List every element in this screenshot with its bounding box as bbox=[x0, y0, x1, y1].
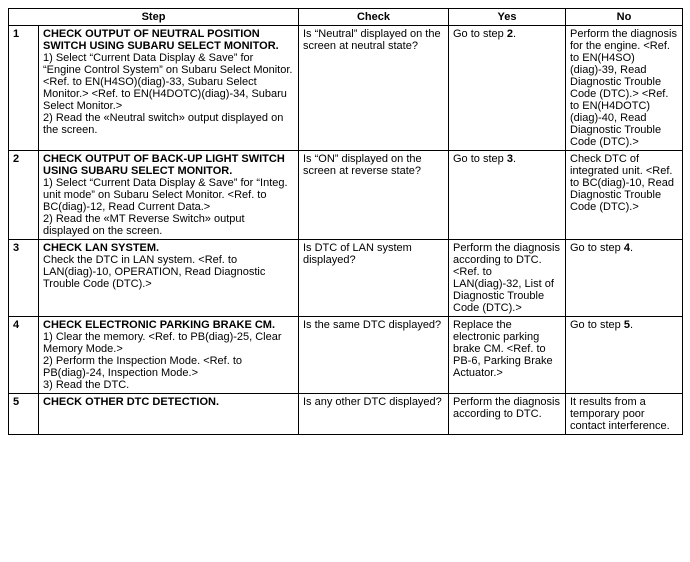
table-row: 1CHECK OUTPUT OF NEUTRAL POSITION SWITCH… bbox=[9, 26, 683, 151]
table-row: 5 CHECK OTHER DTC DETECTION. Is any other … bbox=[9, 394, 683, 435]
header-no: No bbox=[566, 9, 683, 26]
step-number: 2 bbox=[9, 151, 39, 240]
step-body: 1) Select “Current Data Display & Save” … bbox=[43, 177, 288, 237]
step-body: 1) Clear the memory. <Ref. to PB(diag)-2… bbox=[43, 331, 282, 391]
step-title: CHECK OUTPUT OF NEUTRAL POSITION SWITCH … bbox=[43, 28, 279, 52]
yes-cell: Replace the electronic parking brake CM.… bbox=[449, 317, 566, 394]
no-cell: Check DTC of integrated unit. <Ref. to B… bbox=[566, 151, 683, 240]
table-row: 3CHECK LAN SYSTEM.Check the DTC in LAN s… bbox=[9, 240, 683, 317]
diagnostic-table: Step Check Yes No 1CHECK OUTPUT OF NEUTR… bbox=[8, 8, 683, 435]
step-title: CHECK OUTPUT OF BACK-UP LIGHT SWITCH USI… bbox=[43, 153, 285, 177]
header-row: Step Check Yes No bbox=[9, 9, 683, 26]
step-title: CHECK LAN SYSTEM. bbox=[43, 242, 159, 254]
check-cell: Is the same DTC displayed? bbox=[299, 317, 449, 394]
check-cell: Is any other DTC displayed? bbox=[299, 394, 449, 435]
table-row: 2CHECK OUTPUT OF BACK-UP LIGHT SWITCH US… bbox=[9, 151, 683, 240]
step-title: CHECK ELECTRONIC PARKING BRAKE CM. bbox=[43, 319, 275, 331]
step-cell: CHECK OTHER DTC DETECTION. bbox=[39, 394, 299, 435]
step-number: 3 bbox=[9, 240, 39, 317]
step-cell: CHECK LAN SYSTEM.Check the DTC in LAN sy… bbox=[39, 240, 299, 317]
no-cell: Go to step 5. bbox=[566, 317, 683, 394]
header-check: Check bbox=[299, 9, 449, 26]
check-cell: Is DTC of LAN system displayed? bbox=[299, 240, 449, 317]
header-step: Step bbox=[9, 9, 299, 26]
step-body: Check the DTC in LAN system. <Ref. to LA… bbox=[43, 254, 265, 290]
no-cell: It results from a temporary poor contact… bbox=[566, 394, 683, 435]
check-cell: Is “ON” displayed on the screen at rever… bbox=[299, 151, 449, 240]
yes-cell: Perform the diagnosis according to DTC. bbox=[449, 394, 566, 435]
yes-cell: Perform the diagnosis according to DTC. … bbox=[449, 240, 566, 317]
no-cell: Perform the diagnosis for the engine. <R… bbox=[566, 26, 683, 151]
yes-cell: Go to step 2. bbox=[449, 26, 566, 151]
no-cell: Go to step 4. bbox=[566, 240, 683, 317]
header-yes: Yes bbox=[449, 9, 566, 26]
step-cell: CHECK ELECTRONIC PARKING BRAKE CM.1) Cle… bbox=[39, 317, 299, 394]
yes-cell: Go to step 3. bbox=[449, 151, 566, 240]
step-number: 1 bbox=[9, 26, 39, 151]
step-cell: CHECK OUTPUT OF BACK-UP LIGHT SWITCH USI… bbox=[39, 151, 299, 240]
table-row: 4CHECK ELECTRONIC PARKING BRAKE CM.1) Cl… bbox=[9, 317, 683, 394]
step-number: 4 bbox=[9, 317, 39, 394]
step-title: CHECK OTHER DTC DETECTION. bbox=[43, 396, 219, 408]
check-cell: Is “Neutral” displayed on the screen at … bbox=[299, 26, 449, 151]
step-body: 1) Select “Current Data Display & Save” … bbox=[43, 52, 292, 136]
step-number: 5 bbox=[9, 394, 39, 435]
step-cell: CHECK OUTPUT OF NEUTRAL POSITION SWITCH … bbox=[39, 26, 299, 151]
